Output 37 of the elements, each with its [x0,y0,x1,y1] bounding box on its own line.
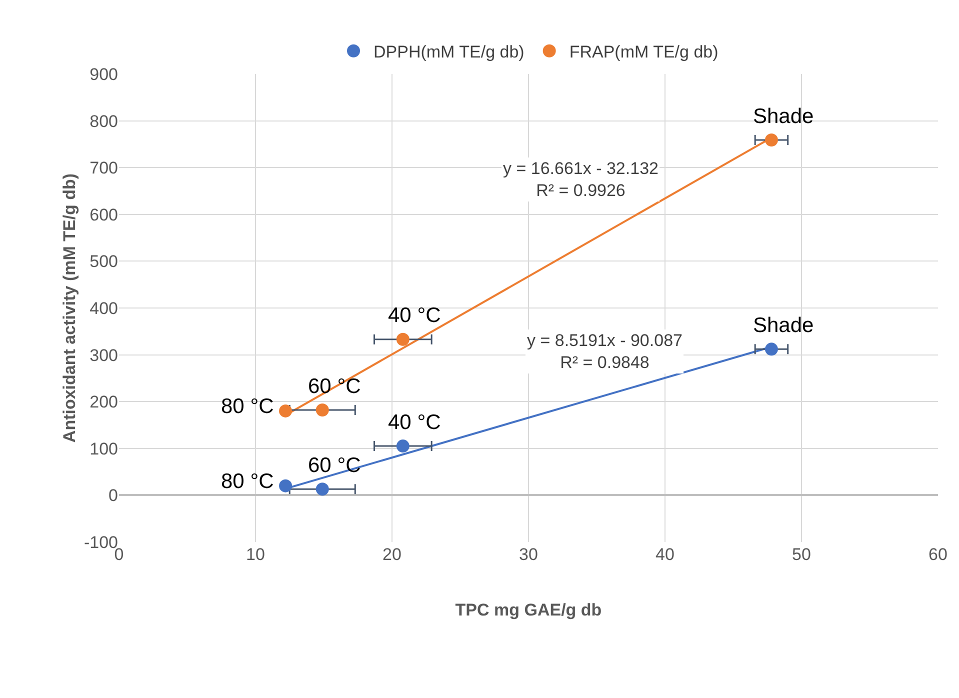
annotation: y = 16.661x - 32.132 R² = 0.9926 [503,159,658,200]
y-tick-label: 0 [108,486,118,506]
x-tick-label: 20 [382,545,402,564]
annotation: 80 °C [221,395,274,418]
point [396,440,410,453]
point [279,479,292,492]
point [316,482,329,496]
annotation: 40 °C [388,304,441,327]
annotation: 60 °C [308,375,361,398]
y-tick-label: 200 [90,392,118,412]
y-tick-label: 900 [90,64,118,84]
y-axis-title: Antioxidant activity (mM TE/g db) [60,173,79,443]
point [279,404,292,418]
point [764,342,778,356]
y-tick-label: 300 [90,346,118,365]
annotation: 80 °C [221,470,274,493]
y-tick-label: 600 [90,205,118,224]
annotation: Shade [753,105,814,128]
y-tick-label: 800 [90,112,118,131]
y-tick-label: 700 [90,158,118,178]
y-tick-label: 500 [90,252,118,272]
legend-label: FRAP(mM TE/g db) [569,42,718,62]
annotation: Shade [753,314,814,337]
legend-label: DPPH(mM TE/g db) [374,42,524,62]
y-tick-label: 400 [90,298,118,318]
annotation: 40 °C [388,411,441,434]
x-tick-label: 50 [792,545,811,564]
point [764,133,778,146]
x-axis-title: TPC mg GAE/g db [455,600,602,620]
x-tick-label: 40 [656,545,674,564]
x-tick-label: 30 [519,545,538,564]
x-tick-label: 10 [246,545,265,564]
point [396,332,410,346]
y-tick-label: 100 [90,439,118,458]
x-tick-label: 60 [928,545,948,564]
point [316,404,329,417]
annotation: y = 8.5191x - 90.087 R² = 0.9848 [527,331,682,372]
